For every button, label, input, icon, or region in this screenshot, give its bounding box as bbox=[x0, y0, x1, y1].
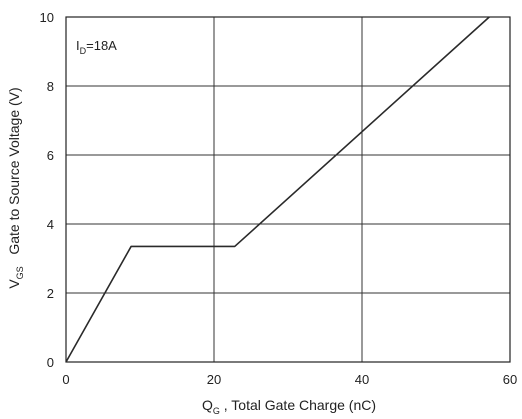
x-label-main: Q bbox=[202, 397, 213, 413]
x-tick-label: 40 bbox=[355, 372, 369, 387]
annotation-main: I bbox=[76, 38, 80, 53]
y-label-subscript: GS bbox=[15, 266, 25, 279]
y-label-rest: Gate to Source Voltage (V) bbox=[6, 87, 22, 266]
gate-charge-line bbox=[65, 16, 490, 363]
series-layer bbox=[65, 16, 490, 363]
grid-lines bbox=[66, 17, 510, 362]
y-tick-label: 4 bbox=[47, 217, 54, 232]
annotation-subscript: D bbox=[80, 46, 87, 56]
current-annotation: ID=18A bbox=[76, 38, 117, 56]
y-tick-label: 0 bbox=[47, 355, 54, 370]
plot-frame bbox=[65, 16, 511, 363]
y-label-main: V bbox=[6, 279, 22, 289]
y-tick-label: 10 bbox=[40, 10, 54, 25]
y-tick-label: 8 bbox=[47, 79, 54, 94]
x-tick-label: 60 bbox=[503, 372, 517, 387]
x-label-subscript: G bbox=[213, 406, 220, 416]
x-tick-label: 20 bbox=[207, 372, 221, 387]
y-tick-label: 6 bbox=[47, 148, 54, 163]
x-tick-label: 0 bbox=[62, 372, 69, 387]
annotation-rest: =18A bbox=[86, 38, 117, 53]
y-axis-label: VGS Gate to Source Voltage (V) bbox=[6, 87, 25, 288]
tick-labels: 0 20 40 60 0 2 4 6 8 10 bbox=[40, 10, 518, 387]
x-axis-label: QG , Total Gate Charge (nC) bbox=[202, 397, 376, 416]
y-tick-label: 2 bbox=[47, 286, 54, 301]
x-label-rest: , Total Gate Charge (nC) bbox=[220, 397, 376, 413]
